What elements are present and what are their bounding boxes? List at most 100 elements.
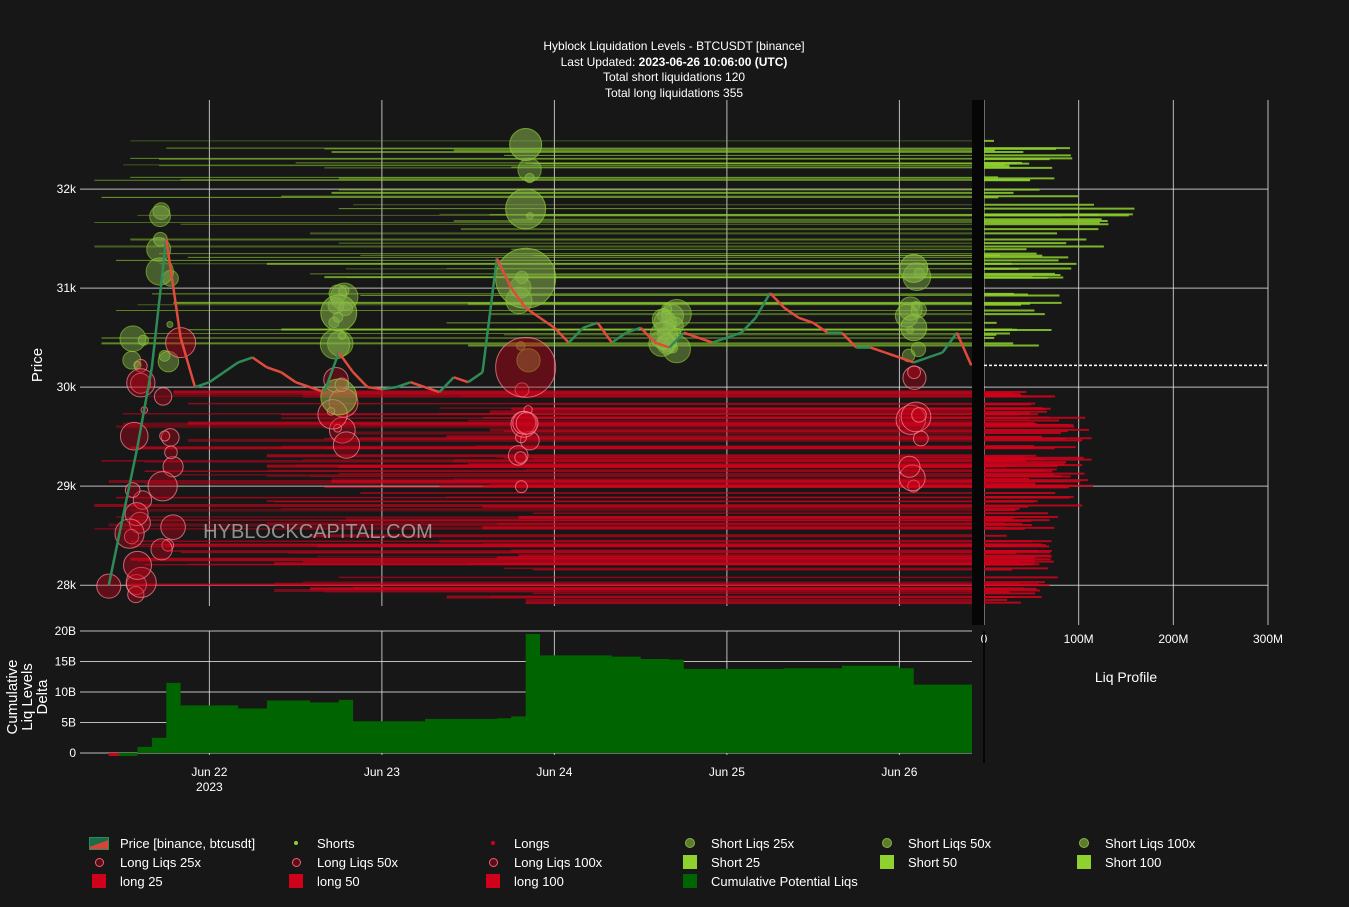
legend-item[interactable]: Short 25 — [679, 853, 760, 871]
long-liq-bubble — [898, 455, 921, 478]
legend-item[interactable]: long 100 — [482, 872, 564, 890]
long-liq-bubble — [495, 336, 557, 398]
long-liq-bubble — [161, 539, 175, 552]
legend-item[interactable]: Short 50 — [876, 853, 957, 871]
legend-swatch — [88, 872, 110, 890]
legend-item[interactable]: long 50 — [285, 872, 360, 890]
legend-item[interactable]: Short Liqs 25x — [679, 834, 794, 852]
legend-label: Short 100 — [1105, 854, 1162, 870]
legend-swatch — [679, 872, 701, 890]
price-segment — [611, 331, 627, 344]
legend-swatch-mark — [486, 874, 500, 888]
legend-item[interactable]: Price [binance, btcusdt] — [88, 834, 255, 852]
long-liq-bubble — [165, 327, 197, 359]
price-segment — [798, 316, 814, 324]
legend-item[interactable]: Short Liqs 50x — [876, 834, 991, 852]
price-segment — [237, 356, 253, 364]
price-segment — [223, 361, 239, 374]
short-liq-bubble — [509, 128, 543, 162]
x-tick-label: Jun 25 — [709, 765, 745, 779]
price-segment — [179, 337, 197, 388]
price-segment — [769, 292, 786, 309]
total-long-liquidations: Total long liquidations 355 — [605, 86, 743, 100]
price-segment — [726, 331, 742, 339]
liq-profile-bars — [984, 139, 1268, 604]
legend-label: Long Liqs 25x — [120, 854, 201, 870]
price-segment — [654, 341, 670, 349]
short-liq-bubble — [653, 310, 677, 335]
legend-swatch — [482, 834, 504, 852]
short-liq-bubble — [900, 314, 928, 342]
short-liq-bubble — [495, 247, 557, 309]
legend-item[interactable]: Long Liqs 25x — [88, 853, 201, 871]
liq-profile-axis-title: Liq Profile — [1095, 669, 1157, 685]
price-segment — [683, 331, 699, 339]
price-segment — [913, 356, 929, 364]
price-segment — [481, 258, 499, 373]
legend-item[interactable]: Short Liqs 100x — [1073, 834, 1195, 852]
legend-swatch — [1073, 834, 1095, 852]
cum-tick-label: 5B — [61, 716, 76, 730]
price-segment — [596, 322, 613, 344]
price-segment — [309, 385, 325, 394]
legend-item[interactable]: Longs — [482, 834, 549, 852]
legend-swatch — [285, 853, 307, 871]
legend-swatch — [482, 872, 504, 890]
cum-tick-label: 0 — [69, 746, 76, 760]
legend-item[interactable]: Shorts — [285, 834, 355, 852]
short-liq-bubble — [505, 188, 547, 230]
price-segment — [136, 367, 154, 447]
cumulative-negative-segment — [108, 753, 119, 756]
price-segment — [352, 371, 369, 389]
y-tick-label: 28k — [57, 578, 77, 592]
long-liq-bubble — [907, 365, 921, 380]
price-segment — [323, 352, 340, 393]
long-liq-bubble — [895, 404, 926, 435]
long-liq-bubble — [147, 471, 178, 502]
legend-item[interactable]: Cumulative Potential Liqs — [679, 872, 858, 890]
legend-swatch-mark — [683, 855, 697, 869]
long-liq-bubble — [162, 456, 184, 478]
y-tick-label: 30k — [57, 380, 77, 394]
price-segment — [165, 238, 182, 338]
price-segment — [639, 326, 656, 344]
legend-swatch-mark — [685, 838, 695, 848]
legend-item[interactable]: long 25 — [88, 872, 163, 890]
short-liq-bubble — [145, 257, 174, 286]
price-segment — [495, 257, 513, 289]
price-segment — [582, 321, 598, 329]
long-liq-bubble — [123, 528, 140, 545]
price-segment — [467, 371, 484, 384]
cumulative-area — [108, 634, 973, 757]
legend-swatch — [285, 872, 307, 890]
price-segment — [453, 376, 469, 384]
legend-swatch — [679, 834, 701, 852]
long-liq-bubble — [907, 479, 921, 493]
price-segment — [337, 351, 355, 374]
price-segment — [208, 371, 225, 384]
legend-label: Price [binance, btcusdt] — [120, 835, 256, 851]
long-liq-bubble — [515, 411, 539, 435]
price-segment — [410, 381, 426, 389]
legend-item[interactable]: Long Liqs 50x — [285, 853, 398, 871]
axes: Jun 22 Jun 23 Jun 24 Jun 25 Jun 26 2023 28k 29k… — [55, 100, 1283, 794]
liquidation-bubbles — [96, 128, 932, 604]
price-segment — [898, 356, 915, 364]
short-liq-bubble — [516, 348, 541, 373]
legend-label: Short 50 — [908, 854, 958, 870]
total-short-liquidations: Total short liquidations 120 — [603, 70, 745, 84]
price-segment — [121, 446, 139, 517]
price-segment — [884, 351, 900, 359]
legend-swatch — [482, 853, 504, 871]
legend-item[interactable]: Long Liqs 100x — [482, 853, 602, 871]
price-segment — [194, 381, 210, 389]
long-liq-bubble — [164, 445, 178, 460]
legend-item[interactable]: Short 100 — [1073, 853, 1161, 871]
legend-swatch-mark — [89, 836, 109, 850]
legend-swatch — [88, 834, 110, 852]
price-segment — [424, 385, 440, 394]
price-segment — [870, 346, 886, 354]
legend-label: Long Liqs 100x — [514, 854, 603, 870]
legend-label: Short Liqs 50x — [908, 835, 992, 851]
